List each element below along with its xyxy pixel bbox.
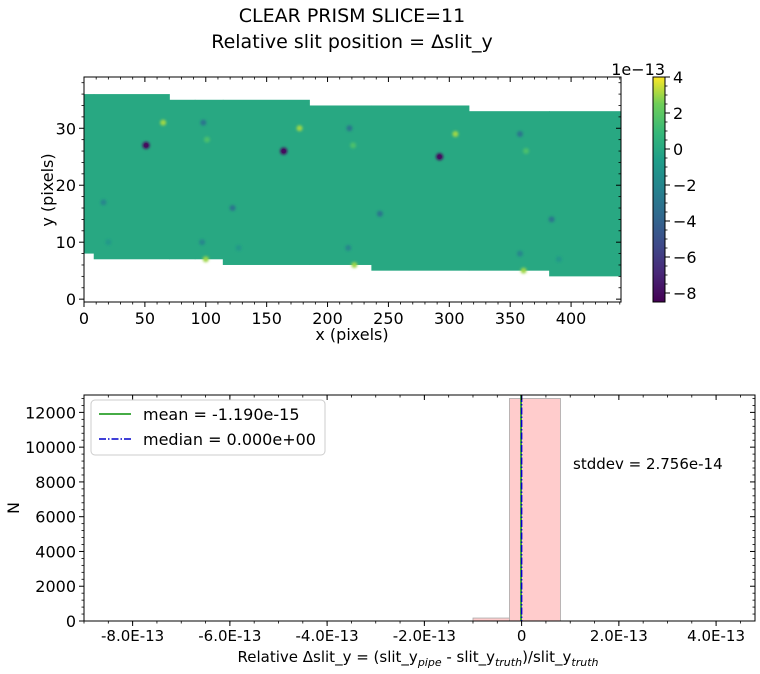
coverage-segment xyxy=(194,99,224,260)
colorbar-tick-label: −2 xyxy=(673,176,697,195)
heatmap-feature xyxy=(200,119,207,126)
histogram-x-axis: -8.0E-13 -6.0E-13 -4.0E-13 -2.0E-13 0 2.0E-13… xyxy=(83,395,745,645)
heatmap-feature xyxy=(100,199,107,206)
histogram-ylabel: N xyxy=(4,502,23,514)
colorbar-tick-label: 4 xyxy=(673,68,683,87)
heatmap-feature xyxy=(202,256,209,263)
heatmap-y-tick-label: 10 xyxy=(56,233,76,252)
heatmap-ylabel: y (pixels) xyxy=(38,153,57,226)
heatmap-y-axis: 0 10 20 30 xyxy=(56,82,621,309)
heatmap-x-tick-label: 50 xyxy=(135,309,155,328)
legend-mean-label: mean = -1.190e-15 xyxy=(143,405,300,424)
colorbar-gradient xyxy=(652,76,666,303)
coverage-segment xyxy=(222,99,310,265)
heatmap-x-tick-label: 100 xyxy=(190,309,221,328)
colorbar: 4 2 0 −2 −4 −6 −8 1e−13 xyxy=(611,60,696,303)
histogram-bar xyxy=(509,398,523,622)
histogram-y-tick-label: 6000 xyxy=(35,508,76,527)
histogram-x-tick-label: -4.0E-13 xyxy=(295,627,358,645)
heatmap-feature xyxy=(548,216,555,223)
heatmap-features xyxy=(100,119,562,274)
heatmap-feature-core xyxy=(437,154,442,159)
histogram-x-tick-label: 4.0E-13 xyxy=(687,627,745,645)
heatmap-feature xyxy=(376,210,383,217)
heatmap-x-tick-label: 350 xyxy=(495,309,526,328)
heatmap-coverage xyxy=(84,94,621,277)
heatmap-feature xyxy=(199,239,206,246)
legend-median-label: median = 0.000e+00 xyxy=(143,430,316,449)
coverage-segment xyxy=(549,111,621,277)
heatmap-feature xyxy=(203,136,210,143)
colorbar-tick-label: −6 xyxy=(673,248,697,267)
heatmap-feature xyxy=(296,125,303,132)
histogram-bar xyxy=(521,398,561,622)
heatmap-x-tick-label: 300 xyxy=(434,309,465,328)
heatmap-feature xyxy=(235,244,242,251)
histogram-y-tick-label: 10000 xyxy=(25,438,76,457)
heatmap-y-tick-label: 30 xyxy=(56,119,76,138)
colorbar-ticks: 4 2 0 −2 −4 −6 −8 xyxy=(665,68,697,303)
heatmap-x-tick-label: 150 xyxy=(251,309,282,328)
heatmap-feature-core xyxy=(143,143,149,148)
histogram-y-tick-label: 0 xyxy=(66,612,76,631)
heatmap-feature xyxy=(229,205,236,212)
heatmap-feature xyxy=(452,130,459,137)
colorbar-tick-label: −8 xyxy=(673,284,697,303)
heatmap-x-tick-label: 400 xyxy=(556,309,587,328)
histogram-legend: mean = -1.190e-15 median = 0.000e+00 xyxy=(90,399,326,456)
heatmap-x-tick-label: 0 xyxy=(79,309,89,328)
histogram-panel: -8.0E-13 -6.0E-13 -4.0E-13 -2.0E-13 0 2.0E-13… xyxy=(4,394,756,669)
coverage-segment xyxy=(468,111,550,271)
heatmap-x-axis: 0 50 100 150 200 250 300 350 400 xyxy=(79,77,621,328)
histogram-frame xyxy=(83,394,756,622)
heatmap-frame xyxy=(83,76,622,303)
heatmap-feature xyxy=(520,267,527,274)
heatmap-feature xyxy=(516,130,523,137)
heatmap-feature xyxy=(523,148,530,155)
histogram-stat-lines xyxy=(520,395,523,621)
histogram-x-tick-label: 0 xyxy=(517,627,527,645)
coverage-segment xyxy=(309,105,372,265)
stddev-annotation: stddev = 2.756e-14 xyxy=(573,455,723,473)
heatmap-x-tick-label: 250 xyxy=(373,309,404,328)
figure-title-line2: Relative slit position = Δslit_y xyxy=(211,31,493,53)
legend-box xyxy=(90,399,326,456)
coverage-segment xyxy=(84,94,95,254)
heatmap-feature xyxy=(350,142,357,149)
colorbar-tick-label: −4 xyxy=(673,212,697,231)
heatmap-feature xyxy=(516,250,523,257)
histogram-x-tick-label: -2.0E-13 xyxy=(393,627,456,645)
histogram-x-tick-label: -6.0E-13 xyxy=(198,627,261,645)
heatmap-feature xyxy=(351,261,358,268)
heatmap-feature xyxy=(555,256,562,263)
coverage-segment xyxy=(93,94,170,260)
histogram-y-tick-label: 12000 xyxy=(25,403,76,422)
heatmap-feature xyxy=(346,125,353,132)
heatmap-panel: 0 50 100 150 200 250 300 350 400 0 10 20 30 x (pixe… xyxy=(38,76,622,344)
histogram-y-axis: 0 2000 4000 6000 8000 10000 12000 xyxy=(25,398,755,631)
coverage-segment xyxy=(169,99,196,260)
figure-title-line1: CLEAR PRISM SLICE=11 xyxy=(239,5,465,27)
heatmap-feature xyxy=(345,244,352,251)
heatmap-feature xyxy=(105,239,112,246)
heatmap-xlabel: x (pixels) xyxy=(315,325,388,344)
coverage-segment xyxy=(371,105,470,271)
histogram-x-tick-label: -8.0E-13 xyxy=(101,627,164,645)
heatmap-feature-core xyxy=(281,148,286,154)
heatmap-x-tick-label: 200 xyxy=(312,309,343,328)
heatmap-y-tick-label: 0 xyxy=(66,290,76,309)
histogram-y-tick-label: 8000 xyxy=(35,473,76,492)
colorbar-offset-text: 1e−13 xyxy=(611,60,665,79)
histogram-x-tick-label: 2.0E-13 xyxy=(590,627,648,645)
histogram-xlabel: Relative Δslit_y = (slit_ypipe - slit_yt… xyxy=(238,648,599,669)
heatmap-y-tick-label: 20 xyxy=(56,176,76,195)
colorbar-tick-label: 2 xyxy=(673,104,683,123)
colorbar-tick-label: 0 xyxy=(673,140,683,159)
histogram-y-tick-label: 2000 xyxy=(35,577,76,596)
histogram-y-tick-label: 4000 xyxy=(35,542,76,561)
heatmap-feature xyxy=(160,119,167,126)
